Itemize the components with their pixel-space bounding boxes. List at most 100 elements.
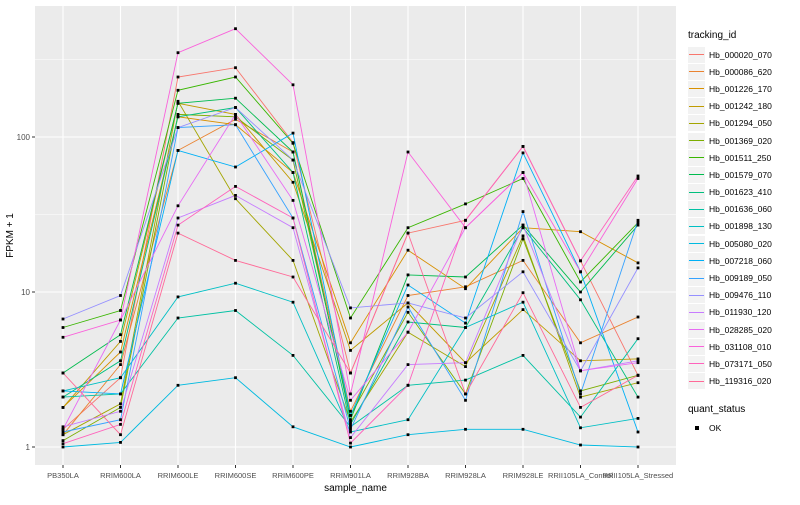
data-point xyxy=(291,199,295,202)
data-point xyxy=(234,259,237,262)
data-point xyxy=(176,88,180,92)
data-point xyxy=(176,295,180,299)
data-point xyxy=(176,216,180,220)
legend-key-line xyxy=(688,287,705,304)
legend-item: Hb_031108_010 xyxy=(688,338,798,355)
legend-key-line xyxy=(688,201,705,218)
data-point xyxy=(464,285,467,289)
data-point xyxy=(291,83,295,87)
data-point xyxy=(406,248,410,252)
data-point xyxy=(406,231,410,235)
data-point xyxy=(349,306,352,310)
data-point xyxy=(176,149,180,152)
legend-item-label: Hb_119316_020 xyxy=(709,376,772,387)
legend-item: Hb_011930_120 xyxy=(688,304,798,321)
data-point xyxy=(406,283,410,287)
data-point xyxy=(291,425,295,429)
data-point xyxy=(521,259,525,262)
data-point xyxy=(349,441,352,445)
data-point xyxy=(61,430,65,434)
data-point xyxy=(636,174,640,178)
data-point xyxy=(176,99,180,103)
data-point xyxy=(406,320,410,324)
data-point xyxy=(119,376,122,380)
data-point xyxy=(234,115,237,119)
data-point xyxy=(464,275,467,279)
data-point xyxy=(521,427,525,431)
data-point xyxy=(61,406,65,409)
data-point xyxy=(636,266,640,270)
data-point xyxy=(234,165,237,169)
legend-item: Hb_028285_020 xyxy=(688,321,798,338)
data-point xyxy=(464,365,467,368)
x-tick-label: RRII105LA_Stressed xyxy=(603,471,673,480)
data-point xyxy=(291,216,295,220)
x-tick-label: RRIM600PE xyxy=(272,471,314,480)
data-point xyxy=(234,75,237,79)
legend-key-line xyxy=(688,98,705,115)
data-point xyxy=(521,151,525,155)
legend-item-label: Hb_073171_050 xyxy=(709,358,772,369)
legend-key-line xyxy=(688,338,705,355)
data-point xyxy=(119,406,122,409)
data-point xyxy=(349,418,352,422)
data-point xyxy=(579,341,582,345)
x-tick-label: RRIM928LA xyxy=(445,471,486,480)
data-point xyxy=(234,194,237,197)
data-point xyxy=(234,96,237,100)
data-point xyxy=(521,177,525,180)
legend-item-label: Hb_011930_120 xyxy=(709,307,772,318)
data-point xyxy=(234,185,237,188)
data-point xyxy=(176,204,180,208)
data-point xyxy=(521,171,525,174)
data-point xyxy=(349,392,352,396)
data-point xyxy=(579,415,582,419)
x-tick-label: RRIM600LA xyxy=(100,471,141,480)
data-point xyxy=(291,300,295,304)
legend-item: Hb_001898_130 xyxy=(688,218,798,235)
legend-item-label: Hb_031108_010 xyxy=(709,341,772,352)
y-tick-label: 1 xyxy=(26,443,31,452)
legend-items: Hb_000020_070 Hb_000086_620 Hb_001226_170 H… xyxy=(688,46,798,390)
data-point xyxy=(61,371,65,375)
data-point xyxy=(521,354,525,357)
legend-item-label: Hb_001579_070 xyxy=(709,169,772,180)
data-point xyxy=(291,259,295,262)
legend-item-label: Hb_001226_170 xyxy=(709,83,772,94)
data-point xyxy=(119,363,122,366)
legend-key-line xyxy=(688,63,705,80)
data-point xyxy=(579,259,582,263)
x-tick-label: PB350LA xyxy=(47,471,79,480)
data-point xyxy=(636,357,640,361)
data-point xyxy=(234,106,237,109)
data-point xyxy=(406,383,410,387)
data-point xyxy=(119,359,122,363)
data-point xyxy=(291,158,295,162)
legend-key-line xyxy=(688,149,705,166)
legend-key-line xyxy=(688,321,705,338)
data-point xyxy=(636,359,640,363)
data-point xyxy=(291,171,295,174)
data-point xyxy=(464,226,467,230)
data-point xyxy=(119,294,122,297)
legend-item-label: Hb_001369_020 xyxy=(709,135,772,146)
data-point xyxy=(291,131,295,135)
legend-key-line xyxy=(688,132,705,149)
data-point xyxy=(521,291,525,295)
data-point xyxy=(176,223,180,227)
chart-legend: tracking_id Hb_000020_070 Hb_000086_620 Hb… xyxy=(688,30,798,437)
legend-item-label: Hb_001511_250 xyxy=(709,152,772,163)
legend-item-label: Hb_001623_410 xyxy=(709,187,772,198)
data-point xyxy=(349,398,352,402)
data-point xyxy=(61,335,65,339)
data-point xyxy=(406,433,410,437)
data-point xyxy=(579,230,582,234)
legend-item: Hb_001623_410 xyxy=(688,184,798,201)
data-point xyxy=(234,117,237,121)
data-point xyxy=(579,298,582,302)
data-point xyxy=(234,113,237,116)
data-point xyxy=(636,445,640,449)
data-point xyxy=(176,383,180,387)
legend-item-label: Hb_028285_020 xyxy=(709,324,772,335)
legend-item-label: Hb_005080_020 xyxy=(709,238,772,249)
